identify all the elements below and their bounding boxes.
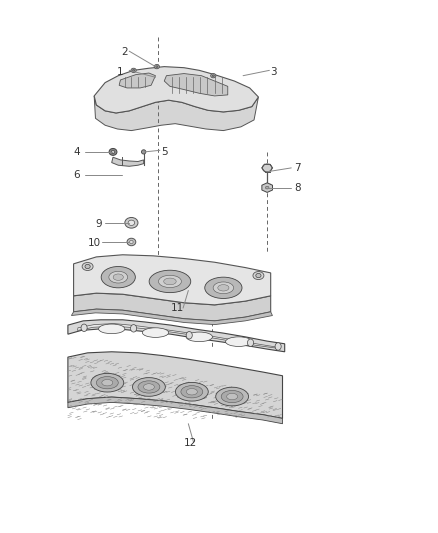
Ellipse shape [187, 389, 197, 395]
Ellipse shape [218, 285, 229, 291]
Polygon shape [68, 320, 285, 352]
Text: 4: 4 [73, 147, 80, 157]
Ellipse shape [159, 275, 181, 288]
Ellipse shape [256, 273, 261, 278]
Circle shape [81, 324, 87, 332]
Ellipse shape [181, 386, 203, 398]
Ellipse shape [130, 240, 133, 244]
Ellipse shape [111, 150, 115, 154]
Polygon shape [262, 183, 272, 192]
Ellipse shape [226, 337, 252, 346]
Ellipse shape [125, 217, 138, 228]
Text: 5: 5 [161, 147, 168, 157]
Ellipse shape [109, 271, 127, 283]
Ellipse shape [213, 282, 233, 294]
Polygon shape [164, 74, 228, 96]
Circle shape [275, 343, 281, 350]
Polygon shape [119, 73, 155, 88]
Polygon shape [78, 324, 276, 348]
Text: 7: 7 [294, 163, 301, 173]
Ellipse shape [127, 238, 136, 246]
Text: 2: 2 [121, 47, 128, 56]
Ellipse shape [164, 278, 176, 285]
Polygon shape [68, 352, 283, 418]
Text: 10: 10 [88, 238, 101, 247]
Circle shape [186, 332, 192, 339]
Ellipse shape [113, 274, 124, 280]
Text: 6: 6 [73, 170, 80, 180]
Ellipse shape [205, 277, 242, 298]
Ellipse shape [96, 376, 118, 389]
Ellipse shape [128, 220, 135, 225]
Ellipse shape [141, 150, 146, 154]
Circle shape [131, 325, 137, 332]
Circle shape [247, 339, 254, 346]
Ellipse shape [212, 75, 214, 77]
Polygon shape [94, 96, 258, 131]
Ellipse shape [149, 270, 191, 293]
Ellipse shape [91, 374, 124, 392]
Ellipse shape [211, 74, 216, 78]
Polygon shape [71, 309, 272, 325]
Ellipse shape [154, 64, 159, 69]
Ellipse shape [85, 264, 90, 269]
Ellipse shape [109, 149, 117, 156]
Text: 9: 9 [95, 219, 102, 229]
Polygon shape [94, 67, 258, 113]
Ellipse shape [101, 266, 135, 288]
Text: 12: 12 [184, 439, 197, 448]
Ellipse shape [132, 377, 166, 397]
Text: 3: 3 [270, 67, 277, 77]
Ellipse shape [132, 69, 135, 71]
Ellipse shape [221, 390, 243, 403]
Ellipse shape [253, 272, 264, 280]
Ellipse shape [186, 332, 212, 342]
Polygon shape [74, 255, 271, 305]
Ellipse shape [215, 387, 249, 406]
Ellipse shape [142, 328, 169, 337]
Ellipse shape [131, 68, 136, 72]
Ellipse shape [138, 381, 160, 393]
Ellipse shape [265, 187, 269, 189]
Ellipse shape [144, 384, 154, 390]
Ellipse shape [82, 263, 93, 271]
Text: 1: 1 [117, 67, 124, 77]
Polygon shape [74, 293, 271, 321]
Ellipse shape [102, 379, 113, 386]
Ellipse shape [156, 66, 158, 68]
Polygon shape [68, 397, 283, 424]
Text: 11: 11 [171, 303, 184, 313]
Polygon shape [112, 157, 144, 166]
Ellipse shape [227, 393, 237, 400]
Ellipse shape [262, 164, 272, 172]
Text: 8: 8 [294, 183, 301, 193]
Ellipse shape [99, 324, 125, 334]
Ellipse shape [175, 383, 208, 401]
